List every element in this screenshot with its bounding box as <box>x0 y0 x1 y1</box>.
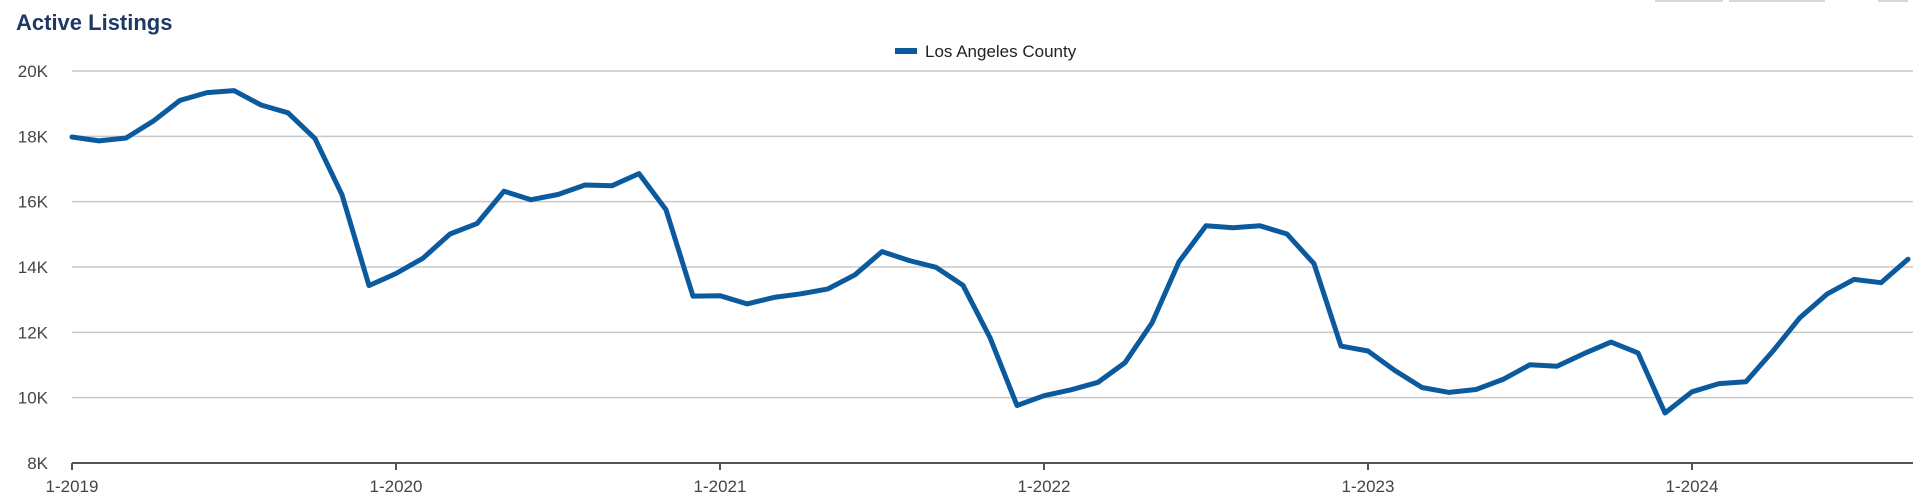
series-line <box>69 88 1911 416</box>
y-tick-label: 10K <box>18 389 49 408</box>
toolbar-button[interactable] <box>1878 0 1908 2</box>
toolbar-button[interactable] <box>1655 0 1723 2</box>
y-tick-label: 16K <box>18 193 49 212</box>
y-tick-label: 12K <box>18 323 49 342</box>
y-tick-label: 20K <box>18 62 49 81</box>
x-tick-label: 1-2024 <box>1666 477 1719 496</box>
y-tick-label: 18K <box>18 127 49 146</box>
legend[interactable]: Los Angeles County <box>895 42 1077 61</box>
x-tick-label: 1-2019 <box>46 477 99 496</box>
x-tick-label: 1-2023 <box>1342 477 1395 496</box>
grid-lines <box>72 70 1913 399</box>
y-tick-label: 8K <box>27 454 48 473</box>
x-tick-label: 1-2022 <box>1018 477 1071 496</box>
x-axis: 1-2019 1-2020 1-2021 1-2022 1-2023 1-2024 <box>46 462 1913 496</box>
y-tick-label: 14K <box>18 258 49 277</box>
y-axis: 8K 10K 12K 14K 16K 18K 20K <box>18 62 49 473</box>
legend-swatch[interactable] <box>895 48 917 54</box>
toolbar-button[interactable] <box>1729 0 1825 2</box>
x-tick-label: 1-2020 <box>370 477 423 496</box>
x-tick-label: 1-2021 <box>694 477 747 496</box>
series-layer <box>69 88 1911 416</box>
legend-label[interactable]: Los Angeles County <box>925 42 1077 61</box>
chart-title: Active Listings <box>16 10 173 35</box>
